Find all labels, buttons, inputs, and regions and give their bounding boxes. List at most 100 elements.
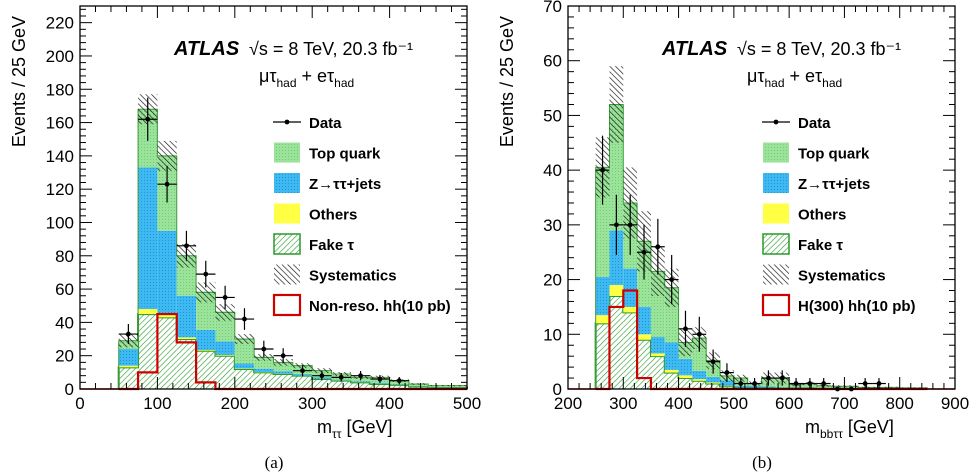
- bar-z: [157, 230, 177, 315]
- bar-z: [678, 358, 693, 376]
- bar-z: [595, 276, 610, 316]
- data-point: [733, 378, 748, 389]
- stack-z: [118, 167, 467, 388]
- bar-fake: [370, 384, 390, 389]
- bar-fake: [350, 382, 371, 389]
- bar-fake: [273, 374, 293, 389]
- stack-z: [595, 230, 817, 388]
- y-tick-label: 100: [46, 213, 74, 232]
- data-point: [761, 370, 776, 386]
- legend-item-signal: H(300) hh(10 pb): [761, 293, 916, 317]
- syst-bin: [312, 368, 332, 374]
- bar-fake: [389, 384, 409, 389]
- legend: Data Top quark Z→ττ+jets Others Fake τ System…: [272, 115, 451, 317]
- x-tick-label: 400: [664, 394, 692, 413]
- bar-z: [720, 380, 734, 386]
- legend: Data Top quark Z→ττ+jets Others Fake τ System…: [761, 115, 916, 317]
- x-tick-label: 600: [775, 394, 803, 413]
- bar-others: [609, 285, 624, 296]
- data-points: [595, 135, 886, 392]
- x-tick-label: 900: [941, 394, 969, 413]
- data-point: [331, 373, 351, 382]
- bar-z: [176, 295, 197, 338]
- bar-fake: [215, 355, 235, 389]
- bar-top: [273, 362, 293, 372]
- y-tick-label: 80: [55, 247, 74, 266]
- x-axis-label: mbbττ [GeV]: [805, 417, 894, 441]
- data-point: [678, 310, 693, 347]
- syst-bin: [157, 140, 177, 171]
- legend-label: Top quark: [798, 146, 870, 163]
- bar-others: [215, 354, 235, 356]
- bar-top: [447, 386, 467, 388]
- bar-others: [650, 353, 665, 357]
- y-tick-label: 40: [55, 313, 74, 332]
- x-tick-label: 800: [886, 394, 914, 413]
- legend-item-top: Top quark: [274, 142, 381, 163]
- syst-bin: [885, 386, 900, 388]
- bar-fake: [692, 380, 707, 389]
- legend-label: Others: [309, 207, 357, 224]
- y-axis-label: Events / 25 GeV: [497, 16, 517, 147]
- bar-z: [196, 329, 216, 350]
- y-tick-label: 160: [46, 114, 74, 133]
- bar-others: [664, 369, 679, 373]
- channel-label: μτhad + eτhad: [259, 66, 354, 90]
- data-point: [234, 308, 255, 330]
- bar-z: [775, 387, 790, 388]
- y-tick-label: 140: [46, 147, 74, 166]
- legend-item-fake: Fake τ: [762, 233, 843, 255]
- data-point: [775, 370, 790, 386]
- stack-others: [595, 285, 734, 387]
- y-tick-label: 200: [46, 47, 74, 66]
- bar-others: [138, 309, 158, 315]
- syst-bin: [844, 385, 859, 388]
- data-point: [389, 377, 409, 385]
- bar-fake: [706, 383, 721, 389]
- legend-item-z: Z→ττ+jets: [274, 173, 381, 193]
- x-tick-label: 200: [554, 394, 582, 413]
- data-point: [292, 365, 313, 377]
- y-axis-label: Events / 25 GeV: [9, 16, 29, 147]
- bar-others: [176, 337, 197, 340]
- legend-item-signal: Non-reso. hh(10 pb): [272, 293, 451, 317]
- legend-label: Fake τ: [309, 237, 354, 254]
- y-tick-label: 40: [543, 161, 562, 180]
- bar-fake: [196, 350, 216, 389]
- legend-item-others: Others: [274, 203, 357, 224]
- legend-item-data: Data: [273, 115, 342, 132]
- stack-fake: [117, 313, 468, 389]
- atlas-label: ATLAS: [173, 38, 240, 60]
- y-tick-label: 60: [543, 52, 562, 71]
- bar-fake: [292, 375, 313, 389]
- legend-item-z: Z→ττ+jets: [763, 173, 870, 193]
- legend-item-fake: Fake τ: [273, 233, 354, 255]
- bar-fake: [650, 356, 665, 389]
- bar-z: [215, 341, 235, 355]
- bar-fake: [234, 369, 255, 389]
- x-tick-label: 500: [720, 394, 748, 413]
- y-tick-label: 20: [543, 271, 562, 290]
- y-tick-label: 50: [543, 106, 562, 125]
- data-point: [273, 348, 293, 364]
- bar-z: [370, 383, 390, 385]
- channel-label: μτhad + eτhad: [747, 66, 842, 90]
- bar-fake: [331, 380, 351, 389]
- plot-frame: [567, 5, 956, 390]
- legend-label: Z→ττ+jets: [798, 176, 870, 193]
- data-point: [118, 324, 139, 345]
- bar-others: [720, 385, 734, 387]
- data-points: [118, 97, 409, 385]
- x-tick-label: 0: [75, 394, 84, 413]
- bar-fake: [118, 367, 139, 389]
- legend-item-data: Data: [762, 115, 831, 132]
- legend-label: Data: [798, 115, 831, 132]
- bar-z: [138, 167, 158, 310]
- legend-label: Others: [798, 207, 846, 224]
- bar-z: [273, 371, 293, 374]
- bar-z: [706, 376, 721, 383]
- data-point: [692, 316, 707, 352]
- legend-item-syst: Systematics: [274, 264, 397, 285]
- atlas-label: ATLAS: [661, 38, 728, 60]
- bar-fake: [176, 339, 197, 389]
